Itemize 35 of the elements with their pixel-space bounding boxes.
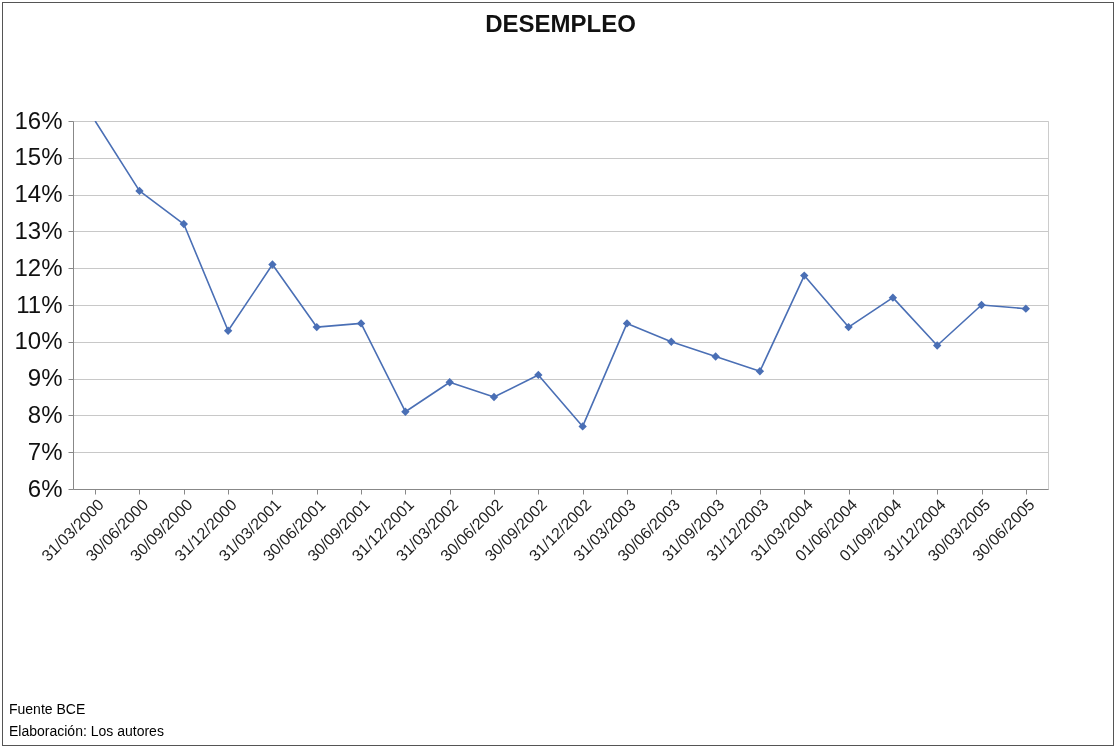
point: [179, 219, 188, 229]
point: [356, 319, 366, 328]
point: [223, 326, 233, 335]
y-tick-label: 10%: [14, 327, 63, 355]
point: [135, 186, 144, 196]
y-tick-label: 16%: [14, 106, 63, 134]
y-tick-label: 8%: [27, 400, 63, 428]
y-tick-label: 12%: [14, 253, 63, 281]
text: Elaboración: Los autores: [9, 722, 164, 741]
point: [578, 422, 587, 431]
point: [312, 322, 321, 332]
point: [844, 322, 853, 332]
point: [445, 378, 454, 387]
point: [755, 367, 765, 376]
y-tick-label: 11%: [16, 290, 63, 318]
point: [888, 293, 898, 302]
chart-title: DESEMPLEO: [485, 10, 636, 37]
y-tick-label: 9%: [27, 364, 63, 392]
y-tick-label: 7%: [27, 437, 63, 465]
point: [711, 352, 720, 361]
source-note: Fuente BCE: [9, 700, 87, 719]
point: [401, 407, 410, 416]
point: [667, 337, 676, 346]
y-tick-label: 14%: [14, 180, 63, 208]
point: [1021, 304, 1031, 313]
point: [933, 341, 942, 350]
point: [977, 300, 986, 310]
point: [800, 271, 809, 280]
point: [534, 370, 543, 380]
y-tick-label: 15%: [14, 143, 63, 171]
y-tick-label: 6%: [27, 474, 63, 502]
point: [489, 392, 499, 402]
point: [268, 260, 277, 269]
y-tick-label: 13%: [14, 216, 63, 244]
point: [622, 319, 632, 328]
